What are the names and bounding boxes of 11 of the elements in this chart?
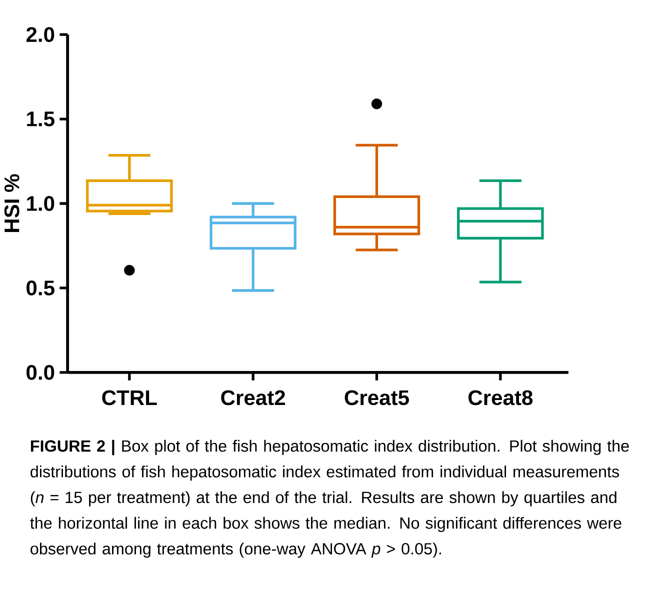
y-axis-title: HSI % — [4, 174, 20, 232]
x-tick-label: Creat2 — [221, 390, 286, 406]
x-tick-label: Creat5 — [344, 390, 409, 406]
y-tick-label: 1.5 — [27, 112, 54, 127]
text: FIGURE 2 | Box plot of the fish hepatosomatic index distribution. Plot showing the distributions of fish hepatosomatic index estimated from individual measurements (n = 15 per treatment) at the end of the trial. Results are shown by quartiles and the horizontal line in each box shows the median. No significant differences were observed among treatments (one-way ANOVA p > 0.05). — [30, 440, 629, 558]
y-tick-label: 2.0 — [26, 27, 54, 42]
x-tick-label: Creat8 — [468, 390, 533, 406]
x-tick-label: CTRL — [102, 390, 157, 406]
y-tick-label: 0.0 — [26, 365, 54, 380]
y-tick-label: 1.0 — [27, 196, 54, 212]
y-tick-label: 0.5 — [26, 280, 54, 296]
